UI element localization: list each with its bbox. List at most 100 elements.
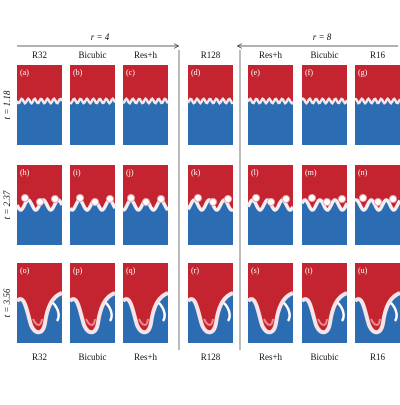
vortex	[252, 194, 260, 202]
vortex	[157, 195, 165, 203]
panel-label: (e)	[251, 68, 260, 77]
panel-label: (d)	[191, 68, 201, 77]
simulation-panel: (m)	[300, 165, 349, 245]
panel-label: (o)	[20, 266, 30, 275]
interface	[353, 291, 400, 335]
panel-label: (s)	[251, 266, 260, 275]
fluid-top	[70, 65, 115, 104]
panel-label: (f)	[305, 68, 313, 77]
plume	[337, 302, 345, 322]
panel-label: (u)	[358, 266, 368, 275]
panel-label: (c)	[126, 68, 135, 77]
interface	[354, 198, 400, 212]
interface	[300, 198, 349, 212]
panel-label: (g)	[358, 68, 368, 77]
panel-label: (n)	[358, 168, 368, 177]
fluid-top	[17, 65, 62, 104]
interface	[122, 96, 170, 106]
plume	[370, 318, 381, 326]
interface	[246, 96, 295, 106]
simulation-panel: (l)	[246, 165, 295, 245]
fluid-top	[302, 65, 347, 104]
column-header: R16	[370, 50, 386, 60]
simulation-panel: (h)	[15, 165, 64, 245]
simulation-panel: (b)	[69, 65, 117, 145]
plume	[223, 302, 231, 322]
plume	[203, 318, 214, 326]
column-footer: Res+h	[134, 352, 158, 362]
vortex	[76, 194, 84, 202]
fluid-top	[123, 65, 168, 104]
vortex	[374, 198, 382, 206]
interface	[15, 96, 64, 106]
interface	[121, 291, 169, 335]
simulation-panel: (e)	[246, 65, 295, 145]
vortex	[338, 195, 346, 203]
vortex	[389, 195, 397, 203]
column-header: Bicubic	[79, 50, 107, 60]
fluid-top	[355, 65, 400, 104]
vortex	[106, 195, 114, 203]
row-label: t = 3.56	[2, 288, 12, 317]
panel-label: (j)	[126, 168, 134, 177]
group-label: r = 4	[91, 32, 110, 42]
panel-label: (q)	[126, 266, 136, 275]
column-footer: R128	[201, 352, 221, 362]
vortex	[194, 194, 202, 202]
panel-label: (m)	[305, 168, 317, 177]
simulation-panel: (d)	[186, 65, 234, 145]
column-footer: Bicubic	[311, 352, 339, 362]
vortex	[142, 198, 150, 206]
interface	[301, 96, 349, 106]
column-header: Bicubic	[311, 50, 339, 60]
simulation-panel: (r)	[186, 263, 234, 343]
vortex	[224, 195, 232, 203]
vortex	[91, 198, 99, 206]
vortex	[323, 198, 331, 206]
vortex	[21, 194, 29, 202]
panel-label: (r)	[191, 266, 199, 275]
simulation-panel: (u)	[353, 263, 400, 343]
column-header: Res+h	[134, 50, 158, 60]
panel-label: (p)	[73, 266, 83, 275]
plume	[390, 302, 398, 322]
interface	[300, 291, 348, 335]
panel-label: (t)	[305, 266, 313, 275]
simulation-panel: (c)	[122, 65, 170, 145]
vortex	[127, 194, 135, 202]
row-label: t = 2.37	[2, 190, 12, 219]
plume	[138, 318, 149, 326]
vortex	[308, 194, 316, 202]
interface	[246, 291, 294, 335]
fluid-top	[188, 65, 233, 104]
interface	[69, 96, 117, 106]
interface	[15, 291, 63, 335]
plume	[283, 302, 291, 322]
simulation-panel: (t)	[300, 263, 348, 343]
panel-label: (i)	[73, 168, 81, 177]
panel-label: (h)	[20, 168, 30, 177]
simulation-panel: (i)	[68, 165, 117, 245]
simulation-panel: (f)	[301, 65, 349, 145]
column-footer: Res+h	[259, 352, 283, 362]
plume	[85, 318, 96, 326]
simulation-panel: (a)	[15, 65, 64, 145]
vortex	[267, 198, 275, 206]
vortex	[359, 194, 367, 202]
column-header: R32	[32, 50, 47, 60]
plume	[263, 318, 274, 326]
simulation-panel: (n)	[354, 165, 400, 245]
plume	[317, 318, 328, 326]
panel-label: (k)	[191, 168, 201, 177]
vortex	[36, 198, 44, 206]
simulation-panel: (o)	[15, 263, 63, 343]
column-footer: R32	[32, 352, 47, 362]
interface	[68, 291, 116, 335]
row-label: t = 1.18	[2, 90, 12, 119]
panel-label: (b)	[73, 68, 83, 77]
column-header: Res+h	[259, 50, 283, 60]
simulation-panel: (j)	[122, 165, 170, 245]
interface	[354, 96, 400, 106]
plume	[32, 318, 43, 326]
